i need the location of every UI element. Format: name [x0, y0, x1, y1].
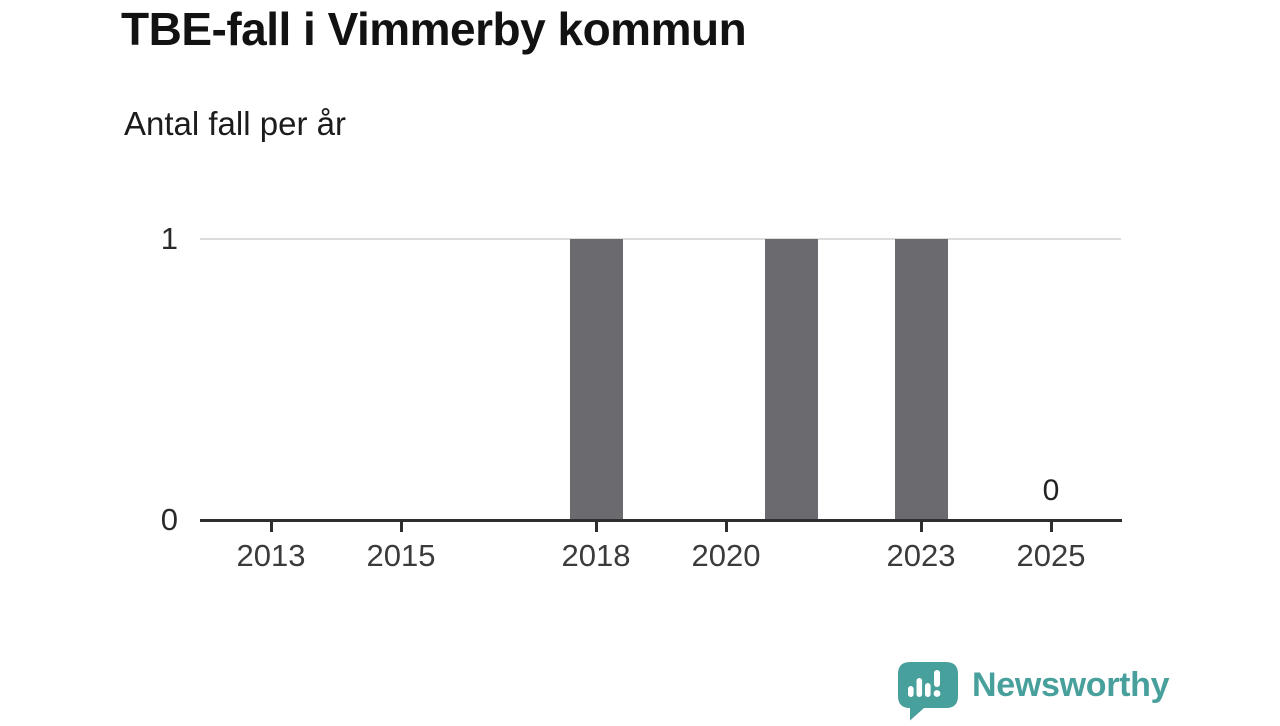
y-tick-label-1: 1: [160, 221, 178, 256]
newsworthy-speech-bubble-chart-icon: [897, 661, 959, 726]
x-tick-label-2018: 2018: [561, 538, 631, 573]
branding: Newsworthy: [897, 661, 1170, 726]
x-tick-label-2013: 2013: [236, 538, 306, 573]
bar-2021: [764, 239, 818, 519]
value-label-2025: 0: [1042, 474, 1060, 507]
x-tick-2023: [919, 522, 923, 532]
bar-2018: [569, 239, 623, 519]
x-tick-2015: [399, 522, 403, 532]
x-tick-2018: [594, 522, 598, 532]
branding-name: Newsworthy: [972, 666, 1170, 704]
x-tick-2025: [1049, 522, 1053, 532]
x-tick-2020: [724, 522, 728, 532]
gridline-y1: [200, 238, 1121, 240]
x-tick-label-2023: 2023: [886, 538, 956, 573]
bar-2023: [894, 239, 948, 519]
x-tick-label-2015: 2015: [366, 538, 436, 573]
chart-title: TBE-fall i Vimmerby kommun: [121, 3, 747, 55]
x-tick-label-2020: 2020: [691, 538, 761, 573]
x-tick-label-2025: 2025: [1016, 538, 1086, 573]
x-tick-2013: [269, 522, 273, 532]
chart-subtitle: Antal fall per år: [124, 105, 346, 142]
y-tick-label-0: 0: [160, 502, 178, 537]
x-axis-line: [200, 519, 1122, 522]
